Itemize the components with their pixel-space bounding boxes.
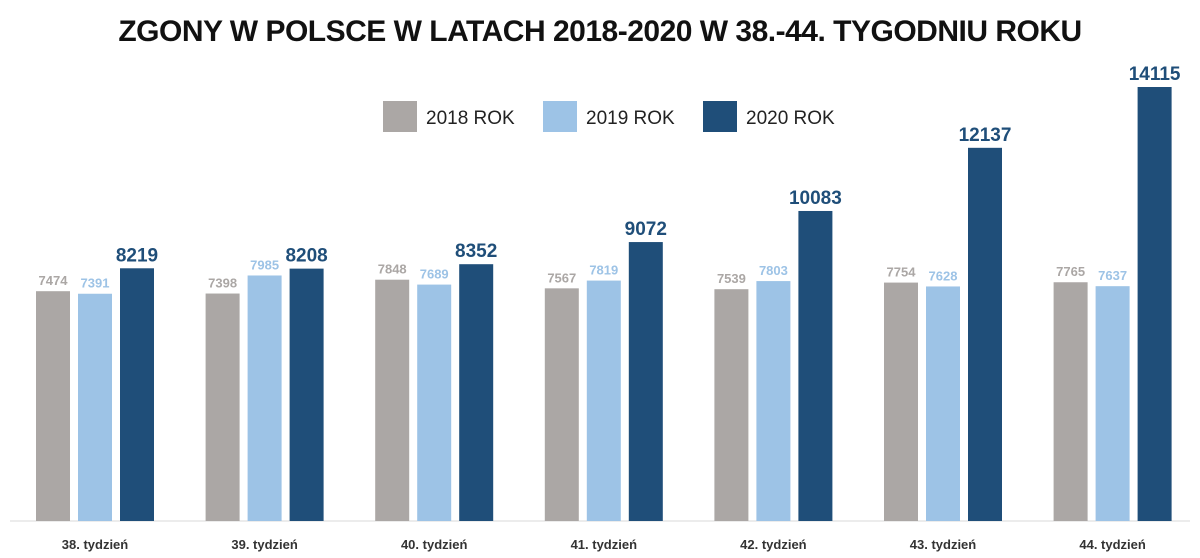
data-label: 10083 [789, 188, 842, 209]
data-label: 7689 [420, 267, 449, 282]
data-label: 7637 [1098, 268, 1127, 283]
category-label: 40. tydzień [401, 537, 468, 552]
bar [459, 264, 494, 521]
legend-swatch [383, 101, 417, 132]
data-label: 14115 [1129, 64, 1181, 85]
category-label: 42. tydzień [740, 537, 807, 552]
category-label: 44. tydzień [1079, 537, 1146, 552]
legend: 2018 ROK 2019 ROK 2020 ROK [383, 101, 835, 132]
bar [36, 291, 70, 521]
bar [798, 210, 833, 522]
data-label: 7567 [547, 270, 576, 285]
data-label: 7474 [39, 273, 69, 288]
bar [247, 275, 282, 521]
bar [1137, 87, 1172, 521]
category-label: 39. tydzień [231, 537, 298, 552]
category-label: 41. tydzień [571, 537, 638, 552]
bar [628, 242, 663, 521]
bar [1053, 282, 1088, 521]
bar [968, 147, 1002, 521]
legend-label: 2018 ROK [426, 108, 515, 129]
bar [756, 281, 791, 521]
bar [884, 282, 918, 521]
data-label: 7985 [250, 257, 279, 272]
data-label: 7391 [81, 276, 110, 291]
bar [544, 288, 579, 521]
category-label: 38. tydzień [62, 537, 129, 552]
bar [120, 268, 154, 521]
data-label: 8352 [455, 241, 497, 262]
legend-label: 2020 ROK [746, 108, 835, 129]
bar [289, 268, 324, 521]
legend-swatch [703, 101, 737, 132]
bar [78, 293, 112, 521]
bar [205, 293, 240, 521]
category-label: 43. tydzień [910, 537, 977, 552]
data-label: 12137 [959, 125, 1012, 146]
data-label: 7819 [589, 263, 618, 278]
chart-title: ZGONY W POLSCE W LATACH 2018-2020 W 38.-… [118, 15, 1081, 48]
bar [1095, 286, 1130, 521]
data-label: 7803 [759, 263, 788, 278]
bars: 7474 7391 8219 7398 7985 8208 7848 7689 8352 7567… [36, 64, 1181, 522]
data-label: 7398 [208, 276, 237, 291]
bar [926, 286, 960, 521]
data-label: 7765 [1056, 264, 1085, 279]
data-label: 8208 [285, 246, 327, 267]
legend-swatch [543, 101, 577, 132]
data-label: 7754 [887, 265, 917, 280]
data-label: 7848 [378, 262, 407, 277]
bar [714, 289, 749, 521]
bar [586, 280, 621, 521]
data-label: 7539 [717, 271, 746, 286]
bar [375, 279, 410, 521]
legend-label: 2019 ROK [586, 108, 675, 129]
category-labels: 38. tydzień 39. tydzień 40. tydzień 41. tyd… [62, 537, 1146, 552]
data-label: 7628 [929, 268, 958, 283]
data-label: 9072 [625, 219, 667, 240]
data-label: 8219 [116, 245, 158, 266]
bar [417, 284, 452, 521]
